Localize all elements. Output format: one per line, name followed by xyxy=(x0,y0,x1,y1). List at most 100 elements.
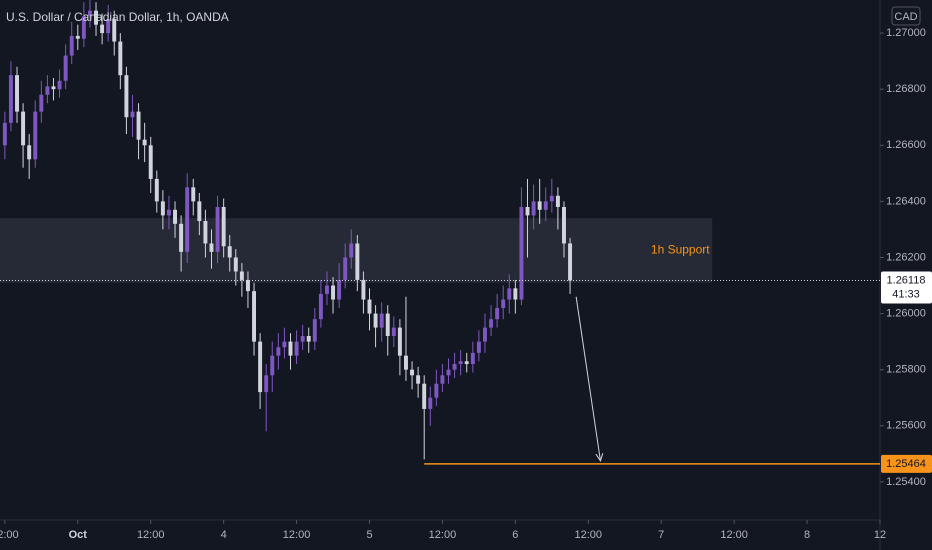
candle-body xyxy=(154,178,159,202)
candle-body xyxy=(549,195,554,202)
candle-body xyxy=(94,10,98,25)
candle-body xyxy=(482,327,487,342)
candle-body xyxy=(264,375,269,393)
candle-body xyxy=(379,313,384,328)
candle-body xyxy=(21,111,26,146)
candle-body xyxy=(300,336,305,342)
candle-body xyxy=(361,279,366,300)
candle-body xyxy=(519,206,524,300)
candle-body xyxy=(233,257,238,272)
chart-title: U.S. Dollar / Canadian Dollar, 1h, OANDA xyxy=(6,10,229,24)
candle-body xyxy=(507,288,512,300)
candle-body xyxy=(525,206,530,216)
arrow-shaft xyxy=(575,296,601,461)
candle-body xyxy=(118,41,123,76)
candle-body xyxy=(367,299,372,314)
candle-body xyxy=(531,201,536,216)
candle-body xyxy=(179,223,184,252)
x-tick-label: 12:00 xyxy=(0,529,19,541)
candle-body xyxy=(185,187,190,252)
candle-body xyxy=(142,139,147,146)
candle-body xyxy=(428,397,433,409)
x-tick-label: 12:00 xyxy=(137,529,165,541)
currency-box xyxy=(891,6,921,26)
candle-body xyxy=(45,86,50,95)
candle-body xyxy=(239,271,244,280)
plot-area: 1h Support xyxy=(0,0,713,460)
x-tick-label: 12:00 xyxy=(283,529,311,541)
x-tick-label: 12:00 xyxy=(575,529,603,541)
candle-body xyxy=(476,341,481,353)
support-label: 1h Support xyxy=(651,243,710,257)
candle-body xyxy=(410,369,415,376)
candle-body xyxy=(501,299,506,308)
y-tick-label: 1.25800 xyxy=(886,364,926,376)
candle-body xyxy=(258,341,263,393)
candle-body xyxy=(294,341,299,356)
candle-body xyxy=(100,24,105,34)
x-tick-label: 12:00 xyxy=(429,529,457,541)
target-price-label: 1.25464 xyxy=(886,458,926,470)
candle-body xyxy=(349,243,354,258)
y-tick-label: 1.26000 xyxy=(886,307,926,319)
candle-body xyxy=(537,201,542,210)
candle-body xyxy=(124,75,129,118)
candle-body xyxy=(434,383,439,398)
candle-body xyxy=(191,187,196,202)
x-tick-label: 7 xyxy=(658,529,664,541)
candle-body xyxy=(87,10,92,17)
current-price-label: 1.26118 xyxy=(887,274,926,286)
candle-body xyxy=(2,122,7,146)
candle-body xyxy=(227,246,232,258)
candle-body xyxy=(252,291,257,342)
candle-body xyxy=(331,285,336,300)
candle-body xyxy=(343,257,348,280)
x-tick-label: 5 xyxy=(366,529,372,541)
currency-label: CAD xyxy=(894,11,917,23)
candle-body xyxy=(355,243,360,280)
candle-body xyxy=(288,341,293,356)
candle-body xyxy=(324,285,329,294)
candle-body xyxy=(63,55,68,81)
candle-body xyxy=(470,352,475,365)
candle-body xyxy=(106,19,111,34)
candle-body xyxy=(495,307,500,320)
candle-body xyxy=(397,327,402,356)
arrow-head xyxy=(595,453,604,462)
candle-body xyxy=(15,75,19,112)
candle-body xyxy=(555,195,560,207)
candle-body xyxy=(373,313,378,328)
candle-body xyxy=(446,369,451,376)
candle-body xyxy=(464,361,469,365)
candle-body xyxy=(318,293,323,320)
countdown-label: 41:33 xyxy=(892,288,920,300)
candle-body xyxy=(173,209,178,224)
candle-body xyxy=(562,206,566,244)
candle-body xyxy=(543,201,548,210)
y-tick-label: 1.27000 xyxy=(886,27,926,39)
candle-body xyxy=(33,111,38,160)
x-tick-label: 12 xyxy=(874,529,886,541)
candle-body xyxy=(403,355,408,370)
candle-body xyxy=(69,35,74,56)
candle-body xyxy=(130,111,135,118)
candle-body xyxy=(422,383,427,409)
x-tick-label: Oct xyxy=(69,529,88,541)
candle-body xyxy=(27,145,32,160)
candle-body xyxy=(112,19,117,42)
candle-body xyxy=(276,347,281,356)
candle-body xyxy=(245,279,250,292)
candle-body xyxy=(306,336,311,342)
candle-body xyxy=(51,86,56,90)
y-tick-label: 1.25400 xyxy=(886,476,926,488)
candle-body xyxy=(452,364,457,370)
candle-body xyxy=(513,288,518,300)
x-tick-label: 8 xyxy=(804,529,810,541)
candle-body xyxy=(440,375,445,384)
candle-body xyxy=(148,145,153,179)
candle-body xyxy=(75,35,80,39)
candle-body xyxy=(39,94,44,112)
candle-body xyxy=(458,361,463,365)
candle-body xyxy=(282,341,287,348)
y-tick-label: 1.26200 xyxy=(886,251,926,263)
